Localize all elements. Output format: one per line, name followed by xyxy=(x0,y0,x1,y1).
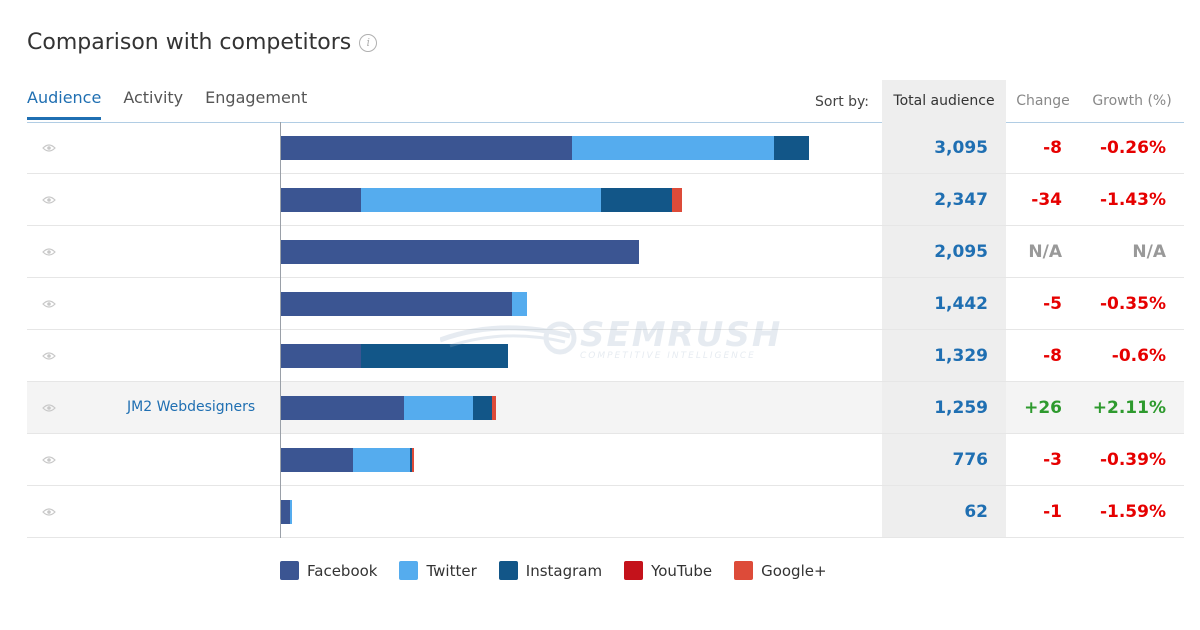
total-audience-value: 2,347 xyxy=(934,190,988,210)
bar-segment-facebook[interactable] xyxy=(281,448,353,472)
bar-segment-facebook[interactable] xyxy=(281,188,362,212)
growth-value: -0.6% xyxy=(1111,346,1166,366)
total-column-background xyxy=(882,122,1006,538)
tab-activity[interactable]: Activity xyxy=(123,88,184,107)
change-value: -1 xyxy=(1043,502,1062,522)
legend-swatch xyxy=(399,561,419,580)
legend-label: Instagram xyxy=(525,561,603,580)
eye-icon[interactable] xyxy=(42,453,56,467)
legend-swatch xyxy=(280,561,299,580)
bar-segment-facebook[interactable] xyxy=(281,240,640,264)
table-row[interactable]: 62 -1 -1.59% xyxy=(27,486,1184,538)
change-value: -5 xyxy=(1043,294,1062,314)
bar-segment-facebook[interactable] xyxy=(281,396,405,420)
table-row[interactable]: JM2 Webdesigners 1,259 +26 +2.11% xyxy=(27,382,1184,434)
eye-icon[interactable] xyxy=(42,349,56,363)
bar-segment-googleplus[interactable] xyxy=(492,396,497,420)
bar-segment-googleplus[interactable] xyxy=(411,448,414,472)
sort-growth[interactable]: Growth (%) xyxy=(1092,93,1172,109)
change-value: -8 xyxy=(1043,346,1062,366)
total-audience-value: 1,259 xyxy=(882,382,1006,433)
table-row[interactable]: 1,329 -8 -0.6% xyxy=(27,330,1184,382)
growth-value: N/A xyxy=(1132,242,1166,262)
growth-value: +2.11% xyxy=(1092,398,1166,418)
total-audience-value: 62 xyxy=(964,502,988,522)
sort-change[interactable]: Change xyxy=(1016,93,1070,109)
eye-icon[interactable] xyxy=(42,141,56,155)
bar-segment-twitter[interactable] xyxy=(290,500,292,524)
sort-by-label: Sort by: xyxy=(815,94,870,110)
tab-engagement[interactable]: Engagement xyxy=(205,88,308,107)
table-row[interactable]: 2,095 N/A N/A xyxy=(27,226,1184,278)
legend-swatch xyxy=(624,561,644,580)
total-audience-value: 1,442 xyxy=(934,294,988,314)
page-title-text: Comparison with competitors xyxy=(27,30,352,55)
change-value: -3 xyxy=(1043,450,1062,470)
bar-segment-twitter[interactable] xyxy=(404,396,474,420)
bar-segment-twitter[interactable] xyxy=(572,136,775,160)
growth-value: -0.35% xyxy=(1099,294,1166,314)
table-row[interactable]: 2,347 -34 -1.43% xyxy=(27,174,1184,226)
page-title: Comparison with competitors i xyxy=(27,30,378,55)
eye-icon[interactable] xyxy=(42,297,56,311)
eye-icon[interactable] xyxy=(42,245,56,259)
eye-icon[interactable] xyxy=(42,505,56,519)
competitor-table: 3,095 -8 -0.26% 2,347 -34 -1.43% 2,095 N/A N/A 1,… xyxy=(27,122,1184,538)
change-value: N/A xyxy=(1028,242,1062,262)
bar-segment-instagram[interactable] xyxy=(774,136,810,160)
bar-segment-facebook[interactable] xyxy=(281,136,573,160)
bar-segment-twitter[interactable] xyxy=(352,448,411,472)
table-row[interactable]: 1,442 -5 -0.35% xyxy=(27,278,1184,330)
eye-icon[interactable] xyxy=(42,193,56,207)
legend-item-twitter[interactable]: Twitter xyxy=(399,561,477,580)
info-icon[interactable]: i xyxy=(359,33,378,52)
legend-label: Facebook xyxy=(307,561,378,580)
legend-item-facebook[interactable]: Facebook xyxy=(280,561,377,580)
total-audience-value: 2,095 xyxy=(934,242,988,262)
total-audience-value: 776 xyxy=(952,450,989,470)
growth-value: -1.43% xyxy=(1099,190,1166,210)
sort-total-audience[interactable]: Total audience xyxy=(882,80,1006,122)
growth-value: -0.39% xyxy=(1099,450,1166,470)
bar-segment-facebook[interactable] xyxy=(281,344,362,368)
chart-axis xyxy=(280,122,281,538)
table-row[interactable]: 776 -3 -0.39% xyxy=(27,434,1184,486)
bar-segment-twitter[interactable] xyxy=(361,188,601,212)
bar-segment-facebook[interactable] xyxy=(281,292,512,316)
bar-segment-facebook[interactable] xyxy=(281,500,291,524)
change-value: -8 xyxy=(1043,138,1062,158)
legend-item-instagram[interactable]: Instagram xyxy=(498,561,603,580)
bar-segment-instagram[interactable] xyxy=(600,188,673,212)
legend-item-youtube[interactable]: YouTube xyxy=(624,561,712,580)
legend-label: Twitter xyxy=(426,561,477,580)
tab-audience[interactable]: Audience xyxy=(27,88,102,120)
bar-segment-googleplus[interactable] xyxy=(672,188,683,212)
growth-value: -0.26% xyxy=(1099,138,1166,158)
bar-segment-twitter[interactable] xyxy=(511,292,528,316)
legend-swatch xyxy=(734,561,754,580)
tab-bar: Audience Activity Engagement xyxy=(27,88,307,120)
legend-label: YouTube xyxy=(651,561,713,580)
chart-legend: Facebook Twitter Instagram YouTube Google+ xyxy=(280,561,827,580)
change-value: -34 xyxy=(1031,190,1062,210)
total-audience-value: 3,095 xyxy=(934,138,988,158)
growth-value: -1.59% xyxy=(1099,502,1166,522)
change-value: +26 xyxy=(1024,398,1062,418)
bar-segment-instagram[interactable] xyxy=(473,396,493,420)
bar-segment-instagram[interactable] xyxy=(361,344,509,368)
competitor-name[interactable]: JM2 Webdesigners xyxy=(127,399,256,415)
bar-segment-instagram[interactable] xyxy=(410,448,412,472)
legend-swatch xyxy=(498,561,518,580)
tab-underline xyxy=(27,122,1184,123)
table-row[interactable]: 3,095 -8 -0.26% xyxy=(27,122,1184,174)
eye-icon[interactable] xyxy=(42,401,56,415)
legend-label: Google+ xyxy=(761,561,827,580)
total-audience-value: 1,329 xyxy=(934,346,988,366)
legend-item-googleplus[interactable]: Google+ xyxy=(734,561,827,580)
